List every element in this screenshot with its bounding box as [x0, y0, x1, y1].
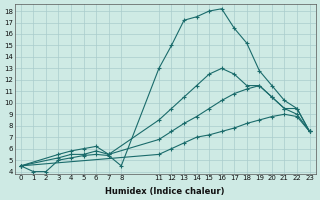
X-axis label: Humidex (Indice chaleur): Humidex (Indice chaleur) [106, 187, 225, 196]
